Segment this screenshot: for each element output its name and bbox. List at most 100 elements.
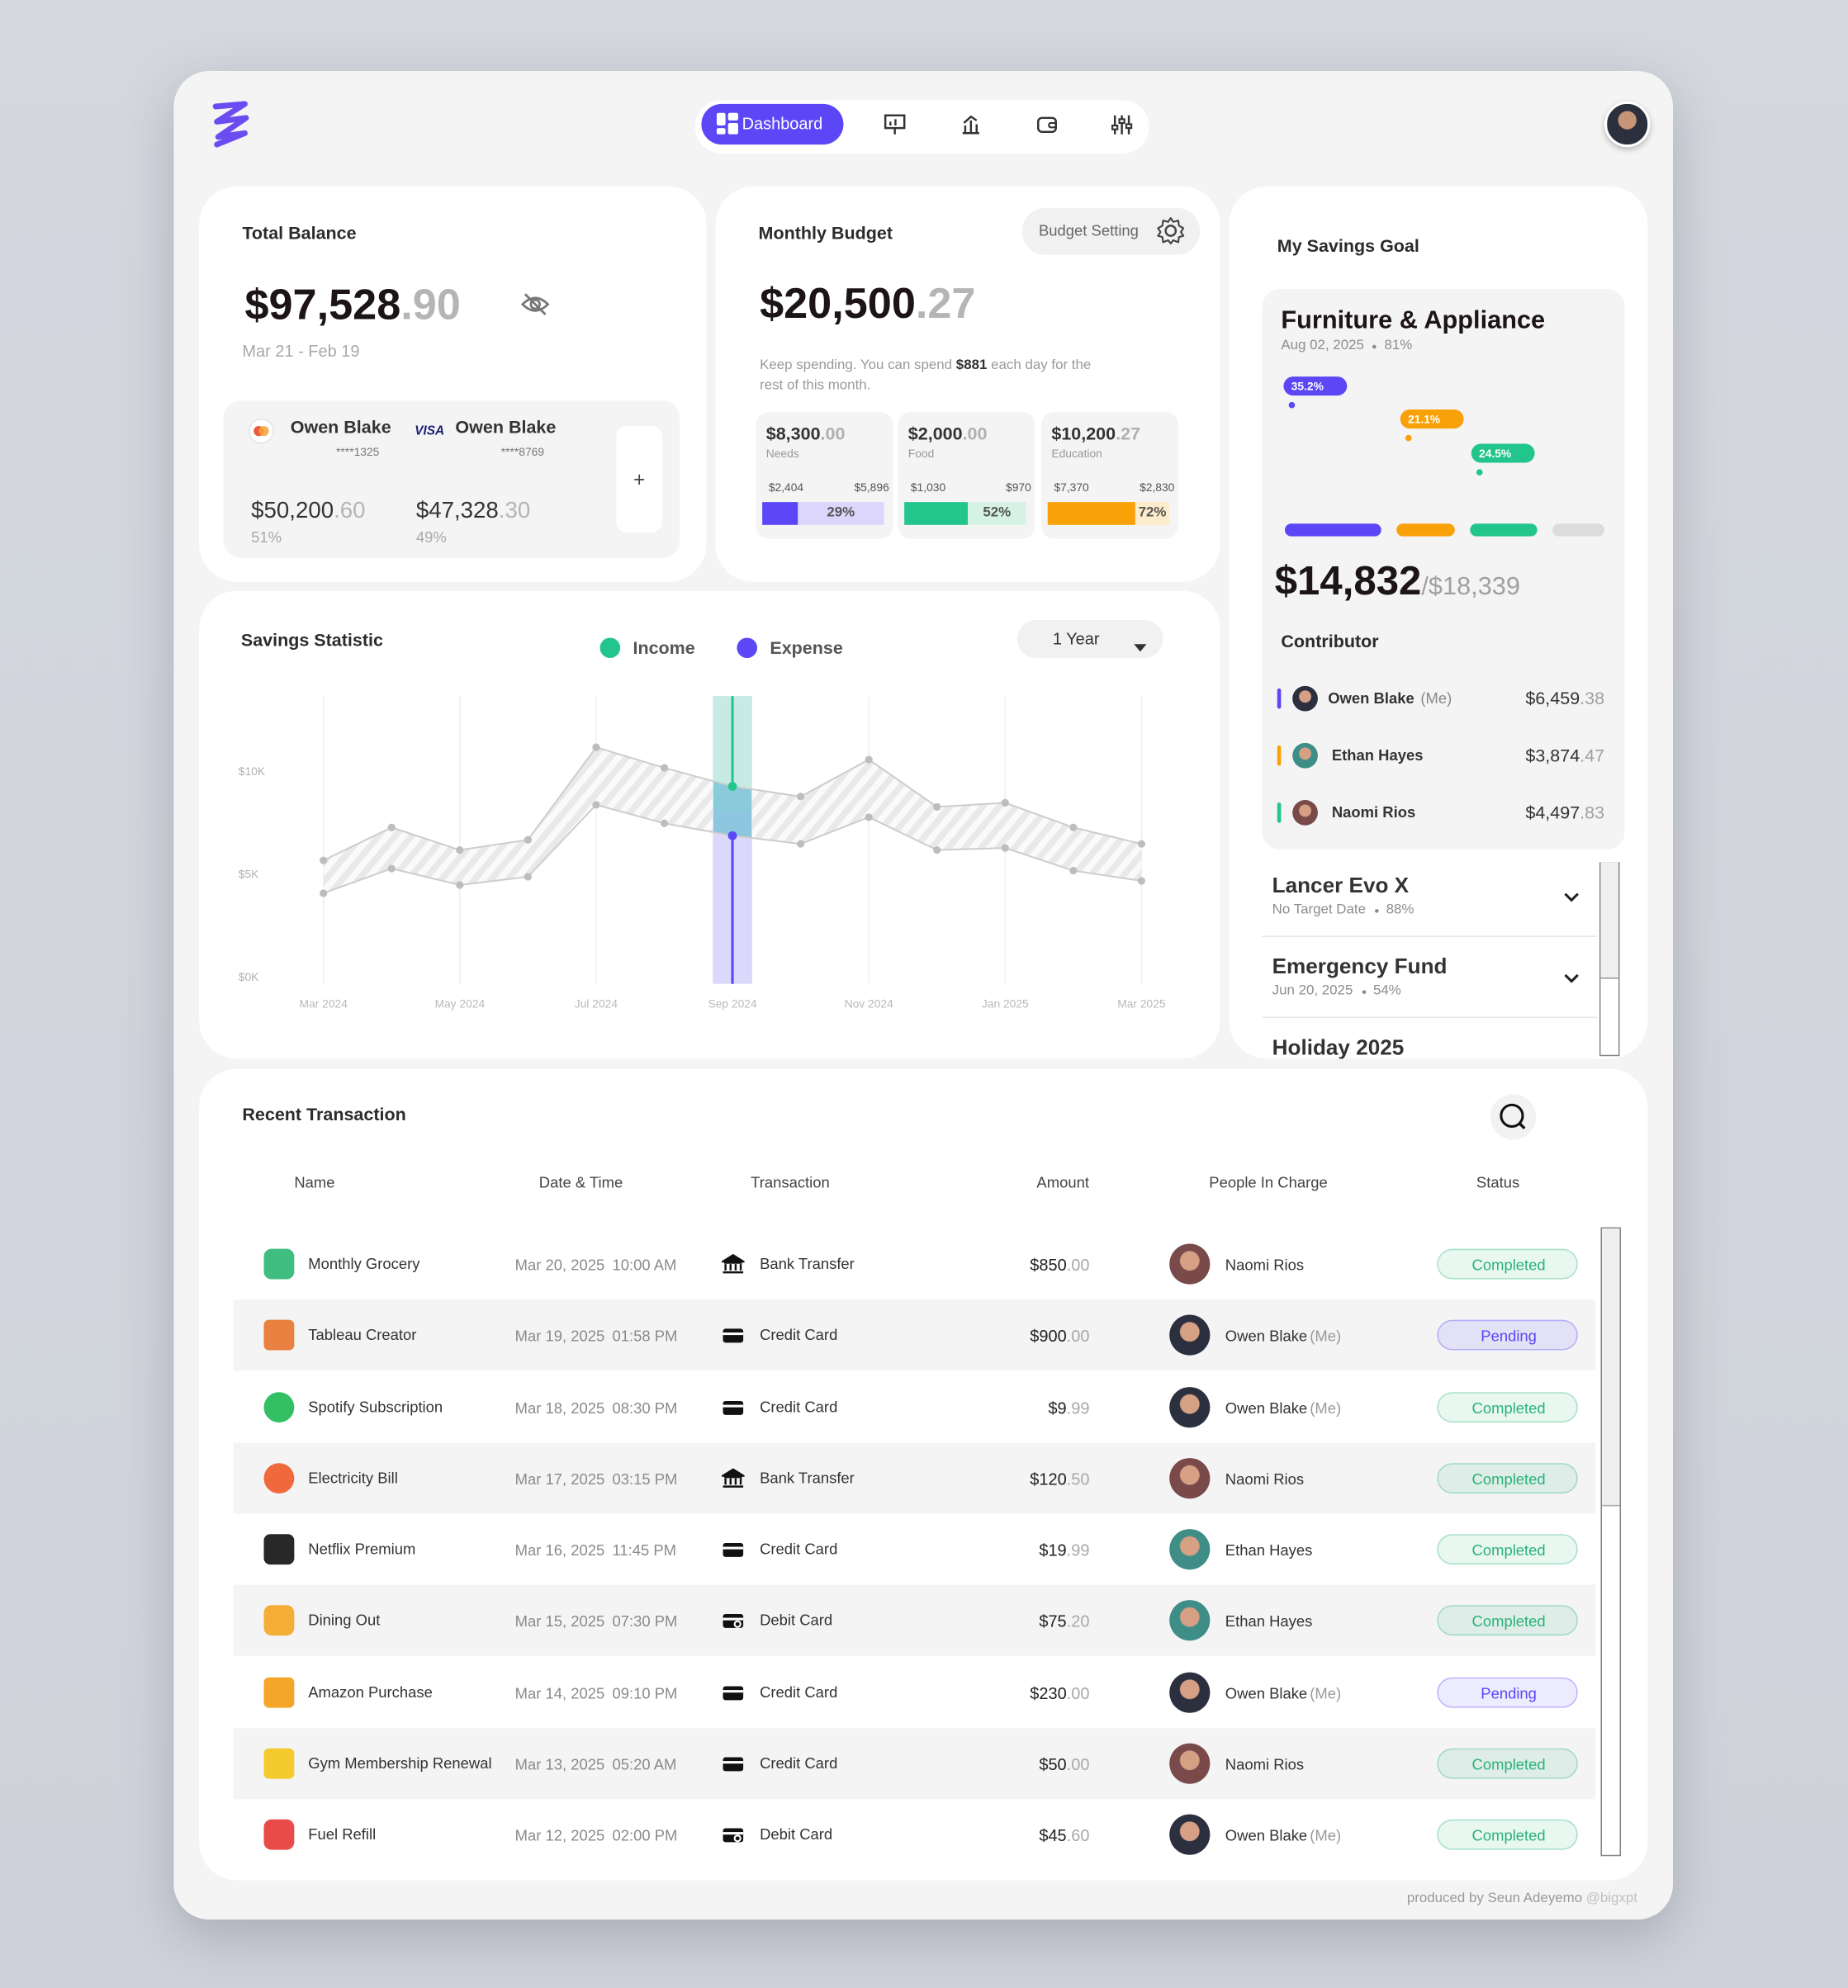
transaction-method: Credit Card bbox=[760, 1326, 838, 1344]
status-pill: Completed bbox=[1437, 1462, 1578, 1493]
category-spent: $2,404 bbox=[768, 480, 804, 495]
user-avatar[interactable] bbox=[1604, 101, 1651, 148]
nav-icon-settings[interactable] bbox=[1111, 114, 1133, 135]
contributor: Ethan Hayes bbox=[1332, 746, 1424, 764]
nav-icon-wallet[interactable] bbox=[1036, 114, 1058, 135]
period-dropdown[interactable]: 1 Year bbox=[1016, 619, 1163, 659]
nav-dashboard-label: Dashboard bbox=[742, 114, 823, 134]
data-point bbox=[456, 846, 464, 854]
icon-part bbox=[723, 1685, 744, 1700]
contributor-cents: .38 bbox=[1580, 688, 1605, 708]
status-label: Completed bbox=[1471, 1470, 1546, 1489]
person-avatar bbox=[1169, 1314, 1211, 1356]
contributor-color bbox=[1277, 745, 1282, 766]
transaction-date: Mar 19, 2025 bbox=[514, 1327, 605, 1346]
transaction-time: 07:30 PM bbox=[612, 1612, 678, 1631]
transaction-name: Dining Out bbox=[308, 1611, 381, 1630]
icon-part bbox=[719, 1253, 747, 1274]
share-label: 24.5% bbox=[1479, 446, 1512, 460]
expand-chevron[interactable] bbox=[1561, 889, 1582, 904]
transaction-datetime: Mar 16, 2025 11:45 PM bbox=[515, 1541, 676, 1560]
amount-dollars: $230 bbox=[1030, 1683, 1067, 1703]
data-point bbox=[1069, 866, 1078, 875]
transaction-date: Mar 12, 2025 bbox=[514, 1826, 605, 1845]
person-name: Owen Blake bbox=[1225, 1399, 1308, 1417]
contributor: Owen Blake (Me) bbox=[1328, 689, 1452, 708]
icon-part bbox=[524, 293, 547, 315]
other-goals-list: Lancer Evo X No Target Date 88% Emergency F… bbox=[1262, 862, 1599, 1058]
nav-dashboard[interactable]: Dashboard bbox=[701, 103, 844, 145]
gear-icon bbox=[1155, 215, 1186, 246]
transaction-method: Credit Card bbox=[760, 1754, 838, 1773]
icon-part bbox=[1564, 892, 1579, 902]
amount-dollars: $9 bbox=[1048, 1398, 1067, 1418]
other-goal-meta: No Target Date 88% bbox=[1272, 902, 1414, 919]
chart-title: Savings Statistic bbox=[240, 629, 383, 651]
note-highlight: $881 bbox=[955, 357, 988, 373]
person-avatar bbox=[1169, 1814, 1211, 1855]
note-text: each day for the rest of this month. bbox=[760, 357, 1092, 394]
budget-dollars: $20,500 bbox=[760, 279, 916, 329]
icon-part bbox=[723, 1400, 744, 1415]
category-dollars: $2,000 bbox=[907, 423, 963, 443]
amount-cents: .00 bbox=[1066, 1327, 1090, 1347]
icon-part bbox=[1037, 116, 1057, 133]
balance-cents: .90 bbox=[400, 281, 461, 329]
person-name: Naomi Rios bbox=[1225, 1755, 1305, 1773]
transaction-time: 05:20 AM bbox=[612, 1755, 677, 1773]
column-header: Status bbox=[1476, 1173, 1520, 1192]
transaction-method: Debit Card bbox=[760, 1611, 833, 1630]
nav-icon-report[interactable] bbox=[884, 114, 906, 135]
icon-part bbox=[520, 293, 550, 315]
status-label: Completed bbox=[1471, 1755, 1546, 1773]
contributor: Naomi Rios bbox=[1332, 803, 1415, 821]
status-pill: Completed bbox=[1437, 1391, 1578, 1422]
method-icon bbox=[719, 1468, 747, 1489]
other-goal-date: Jun 20, 2025 bbox=[1272, 982, 1353, 999]
transaction-name: Netflix Premium bbox=[308, 1540, 416, 1559]
status-label: Completed bbox=[1471, 1541, 1546, 1560]
data-point bbox=[1137, 877, 1146, 885]
add-card-button[interactable]: + bbox=[616, 425, 662, 532]
hide-balance-icon[interactable] bbox=[520, 291, 551, 317]
transaction-date: Mar 18, 2025 bbox=[514, 1399, 605, 1417]
merchant-icon bbox=[263, 1248, 295, 1280]
share-pill: 24.5% bbox=[1471, 443, 1535, 463]
transaction-datetime: Mar 14, 2025 09:10 PM bbox=[515, 1684, 678, 1702]
budget-setting-button[interactable]: Budget Setting bbox=[1022, 207, 1201, 255]
transaction-time: 11:45 PM bbox=[612, 1541, 677, 1560]
transaction-method: Credit Card bbox=[760, 1397, 838, 1416]
amount-dollars: $900 bbox=[1030, 1327, 1067, 1347]
icon-part bbox=[1518, 1122, 1526, 1129]
transaction-amount: $45.60 bbox=[1039, 1826, 1089, 1846]
icon-part bbox=[1125, 123, 1133, 130]
transaction-method: Credit Card bbox=[760, 1683, 838, 1701]
search-button[interactable] bbox=[1490, 1094, 1537, 1140]
category-amount: $2,000.00 bbox=[908, 423, 988, 444]
footer-credit: produced by Seun Adeyemo @bigxpt bbox=[1407, 1891, 1637, 1907]
icon-part bbox=[735, 1836, 740, 1841]
data-point bbox=[660, 819, 669, 827]
transaction-date: Mar 15, 2025 bbox=[514, 1612, 605, 1631]
category-percent: 29% bbox=[827, 504, 855, 521]
nav-icon-chart[interactable] bbox=[960, 114, 982, 135]
icon-part bbox=[723, 1542, 744, 1557]
goal-saved: $14,832 bbox=[1274, 557, 1422, 604]
icon-part bbox=[723, 1546, 744, 1550]
person-tag: (Me) bbox=[1310, 1399, 1342, 1417]
goal-divider bbox=[1262, 935, 1597, 937]
expand-chevron[interactable] bbox=[1561, 970, 1582, 985]
icon-part bbox=[1500, 1103, 1526, 1129]
transaction-time: 02:00 PM bbox=[612, 1826, 678, 1845]
icon-part bbox=[1134, 644, 1147, 652]
amount-dollars: $45 bbox=[1039, 1825, 1067, 1845]
share-pill: 21.1% bbox=[1400, 409, 1464, 429]
status-pill: Pending bbox=[1437, 1676, 1578, 1707]
share-dot bbox=[1405, 434, 1412, 442]
meta-dot bbox=[1375, 909, 1379, 913]
icon-part bbox=[719, 1253, 747, 1274]
other-goal-name: Lancer Evo X bbox=[1272, 873, 1410, 897]
data-point bbox=[387, 823, 396, 831]
